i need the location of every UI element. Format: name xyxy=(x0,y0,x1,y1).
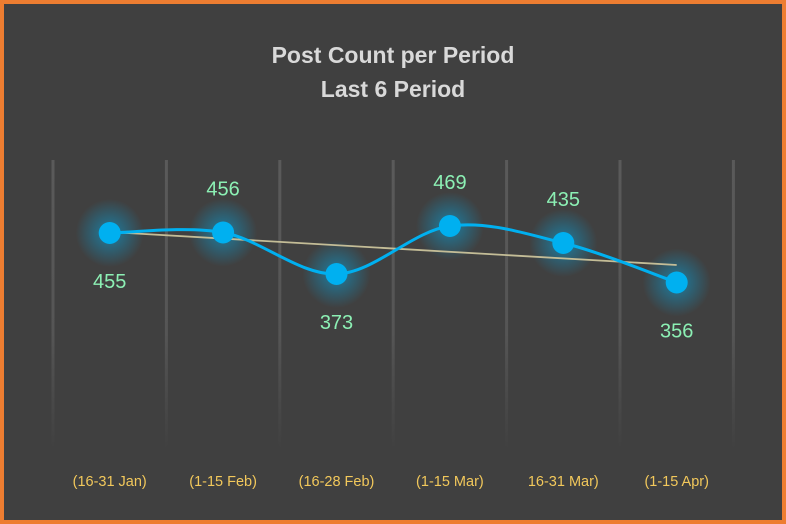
title-line: Post Count per Period xyxy=(271,42,515,68)
data-point xyxy=(438,215,461,237)
trendline xyxy=(109,231,677,266)
gridline xyxy=(618,160,622,450)
data-point xyxy=(325,263,348,285)
data-label: 456 xyxy=(206,179,239,201)
data-label: 455 xyxy=(93,271,126,293)
x-tick-label: (1-15 Apr) xyxy=(644,474,708,490)
data-label: 373 xyxy=(320,312,353,334)
gridline xyxy=(505,160,509,450)
x-tick-label: (16-31 Jan) xyxy=(73,474,147,490)
data-point xyxy=(212,221,235,244)
x-tick-label: 16-31 Mar) xyxy=(528,474,599,490)
gridline xyxy=(278,160,282,450)
x-tick-label: (16-28 Feb) xyxy=(299,474,375,490)
data-label: 469 xyxy=(433,172,466,194)
subtitle-line: Last 6 Period xyxy=(320,76,466,102)
gridline xyxy=(731,160,735,450)
data-point xyxy=(665,271,688,294)
x-tick-label: (1-15 Feb) xyxy=(189,474,257,490)
gridline xyxy=(391,160,395,450)
data-point xyxy=(552,232,575,254)
gridline xyxy=(51,160,55,450)
data-label: 435 xyxy=(547,189,580,211)
chart-title: Post Count per Period Last 6 Period xyxy=(0,38,786,106)
data-label: 356 xyxy=(660,321,693,343)
data-point xyxy=(98,222,121,244)
gridline xyxy=(164,160,168,450)
x-tick-label: (1-15 Mar) xyxy=(416,474,484,490)
